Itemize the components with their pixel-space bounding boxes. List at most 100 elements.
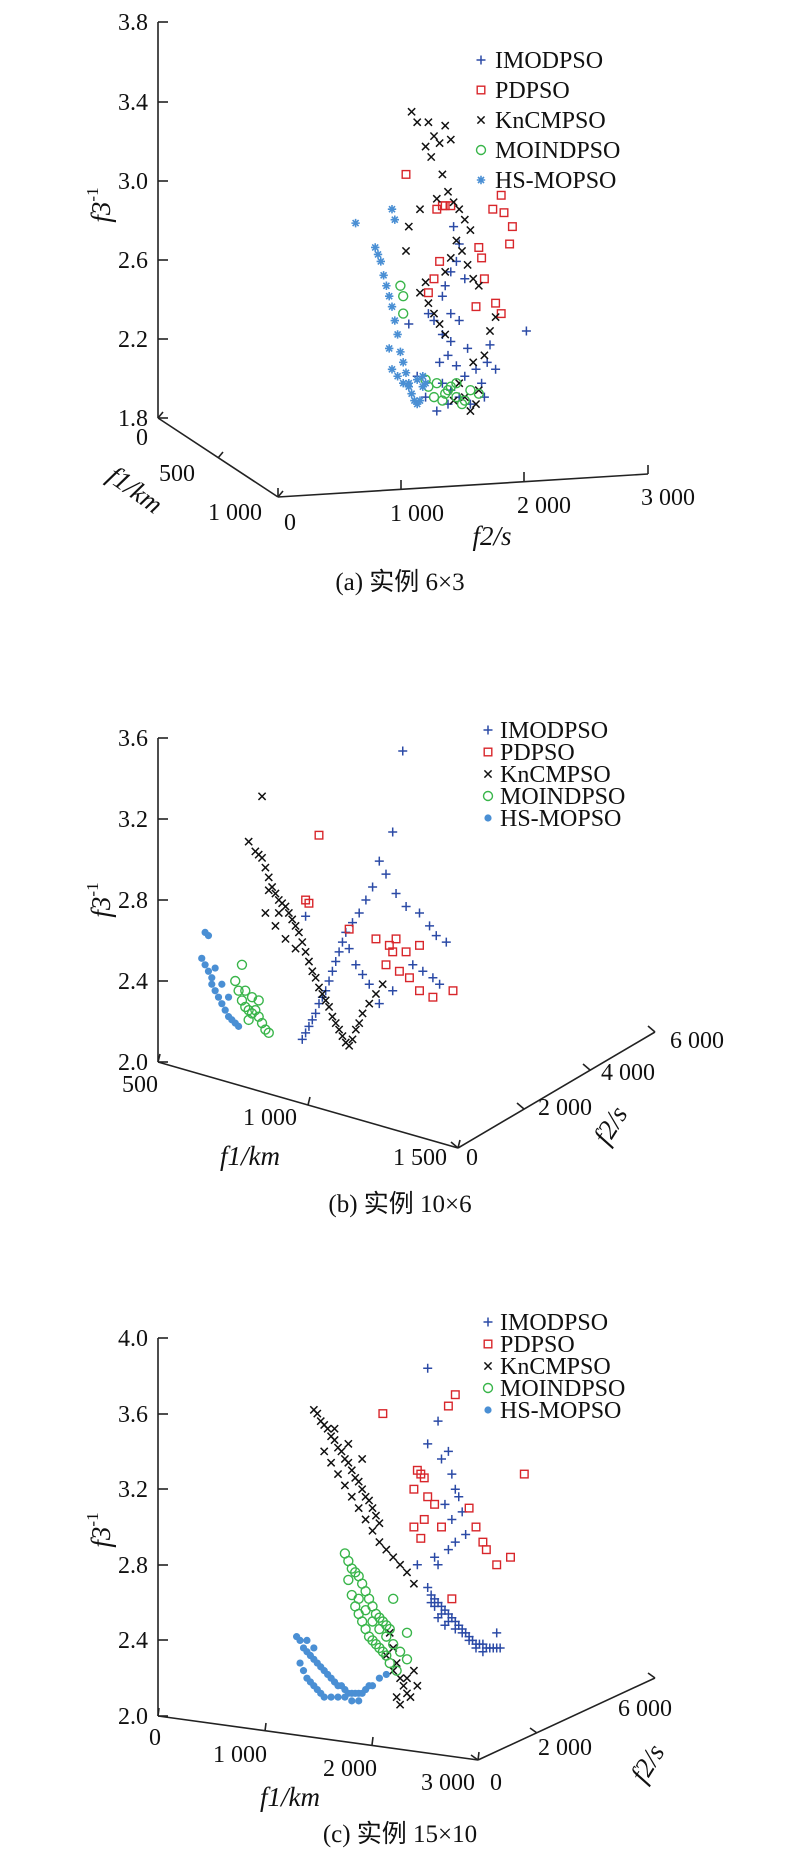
panel-b-point-2-17 [301,947,310,956]
panel-c-point-4-34 [348,1697,356,1705]
panel-a-points [351,107,531,416]
panel-a-point-2-10 [443,187,453,196]
panel-b-point-2-42 [264,886,273,895]
panel-c-point-0-5 [447,1469,457,1479]
panel-b-point-0-4 [391,889,401,899]
panel-c-point-2-14 [358,1485,367,1494]
panel-a-point-4-2 [373,250,383,259]
panel-b-point-2-34 [358,1009,367,1018]
panel-b-point-0-25 [304,1021,314,1031]
panel-c-point-2-18 [371,1511,381,1520]
panel-c-point-1-15 [481,1545,491,1555]
panel-c-legend-symbol-0 [483,1317,493,1327]
panel-b-point-2-14 [291,921,300,931]
panel-b-point-3-9 [256,1017,268,1029]
panel-a-caption: (a) 实例 6×3 [335,568,464,596]
panel-b-point-2-38 [261,908,270,918]
panel-b-point-2-41 [291,944,300,953]
panel-a-f2-tick-0: 0 [284,510,296,536]
panel-a-point-1-6 [429,274,439,284]
panel-a-point-1-15 [479,274,489,284]
panel-a-point-2-9 [438,170,447,179]
panel-c-point-0-7 [454,1492,464,1502]
panel-a-point-0-0 [449,222,459,232]
panel-a-point-2-3 [441,121,450,130]
panel-c-point-3-14 [343,1574,354,1586]
panel-b-point-3-4 [240,1001,251,1013]
panel-b-point-2-8 [271,889,280,898]
panel-a-point-1-18 [496,309,506,319]
panel-c-z-tick-0: 2.0 [118,1704,148,1730]
panel-c-legend-symbol-3 [482,1382,494,1394]
panel-a-point-2-32 [474,386,483,395]
panel-b-point-3-14 [253,995,264,1006]
panel-a-point-4-3 [376,257,385,266]
panel-a-point-2-23 [421,278,430,287]
panel-b-f2-axis-line [457,1031,656,1149]
panel-a-point-3-15 [451,378,462,389]
panel-b-point-2-30 [345,1041,354,1050]
panel-b-point-0-35 [435,979,445,989]
panel-a-point-1-9 [499,208,509,218]
panel-c-point-0-48 [440,1620,450,1630]
panel-a-f1-tick-1: 500 [159,461,195,487]
panel-c-point-4-32 [334,1693,342,1701]
panel-c-f1-tick-0: 0 [149,1725,161,1751]
panel-a-legend-symbol-3 [475,144,487,156]
panel-c-point-2-44 [392,1692,401,1702]
panel-c-f1-tick-1: 1 000 [213,1742,267,1768]
panel-a-legend-marker-3 [475,144,487,156]
panel-c-legend-label-2: KnCMPSO [500,1354,611,1380]
panel-b-point-0-26 [301,1028,311,1038]
panel-c-point-0-0 [423,1363,433,1373]
panel-c-point-0-50 [412,1560,422,1570]
panel-a-point-3-13 [459,395,470,406]
panel-c-f1-tick-2: 2 000 [323,1756,377,1782]
panel-b-point-0-34 [428,973,438,983]
panel-b-point-4-8 [214,993,223,1001]
panel-a-point-1-13 [474,242,484,252]
panel-c-point-0-37 [495,1643,505,1653]
panel-b-z-tick-0: 2.0 [118,1050,148,1076]
panel-a-f2-tick-3: 3 000 [641,485,695,511]
panel-a-point-4-15 [410,396,419,405]
panel-c-point-3-36 [388,1593,399,1605]
panel-a-point-0-24 [432,406,442,416]
panel-a-point-0-6 [437,291,447,301]
panel-c-legend-marker-4 [484,1406,492,1414]
panel-a-point-3-12 [456,398,468,410]
panel-c-points [293,1363,529,1709]
panel-a-point-0-19 [477,378,487,388]
panel-a-point-0-18 [460,371,470,381]
panel-c-point-1-12 [464,1503,474,1513]
panel-b-point-2-0 [257,792,267,801]
panel-c-f2-tick-1: 2 000 [538,1735,592,1761]
panel-b-point-0-10 [368,882,378,892]
panel-a-point-4-26 [404,382,413,391]
panel-a-point-4-0 [351,218,360,228]
panel-c-point-2-16 [364,1496,374,1505]
panel-a-point-2-15 [466,225,475,235]
panel-b-point-3-10 [260,1024,271,1035]
panel-a-legend-marker-1 [476,85,486,95]
panel-b-point-1-3 [344,924,354,934]
panel-c-point-1-5 [419,1473,429,1483]
panel-c-point-2-34 [330,1424,339,1433]
panel-c-legend-marker-2 [483,1361,493,1371]
panel-c-f1-axis-label: f1/km [260,1782,320,1812]
panel-a-point-1-5 [423,288,433,298]
panel-b-f2-tick-1: 2 000 [538,1095,592,1121]
panel-c-point-2-28 [375,1537,384,1547]
panel-c-point-2-27 [368,1526,377,1535]
panel-a-point-1-8 [496,190,506,200]
panel-c-point-2-10 [344,1458,353,1467]
panel-c-z-tick-4: 3.6 [118,1402,148,1428]
panel-a-point-3-9 [442,384,454,396]
panel-b-point-0-32 [408,960,418,970]
panel-b-f1-tick-2: 1 500 [393,1145,447,1171]
panel-a-legend-marker-0 [476,55,486,65]
panel-a-point-1-11 [488,204,498,214]
panel-a-point-4-22 [385,344,394,353]
panel-c-point-0-47 [433,1613,443,1623]
panel-c-point-3-35 [391,1665,402,1676]
